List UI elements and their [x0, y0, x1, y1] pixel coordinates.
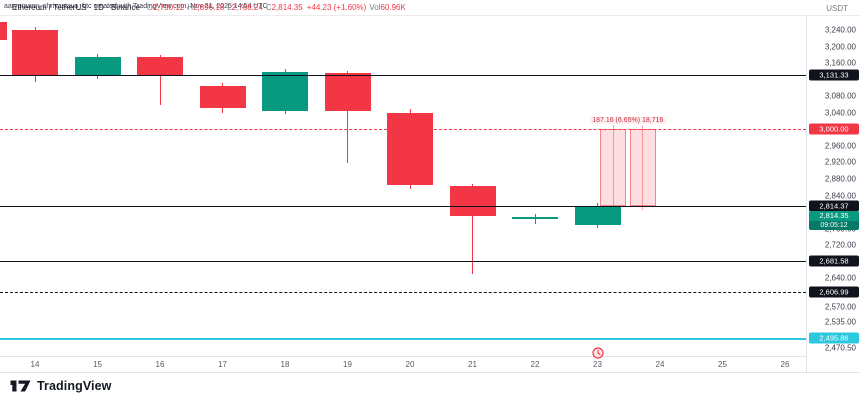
candle-body: [12, 30, 58, 75]
price-tick-label: 2,720.00: [824, 240, 856, 250]
price-level-badge: 2,606.99: [809, 286, 859, 298]
price-tick-label: 2,880.00: [824, 174, 856, 184]
header-divider: [0, 15, 860, 16]
symbol-legend: Ethereum / TetherUS · 1D · Binance O2,790…: [12, 3, 406, 12]
tradingview-logo[interactable]: TradingView: [10, 378, 112, 393]
price-tick-label: 3,080.00: [824, 91, 856, 101]
candle-wick: [159, 54, 161, 106]
x-axis-label: 15: [93, 360, 102, 369]
x-axis-label: 21: [468, 360, 477, 369]
price-tick-label: 2,960.00: [824, 141, 856, 151]
ohlc-open-value: 2,790.12: [153, 3, 185, 12]
candle-body: [574, 206, 621, 226]
candle-body: [262, 72, 308, 112]
price-tick-label: 3,040.00: [824, 108, 856, 118]
x-axis-label: 16: [155, 360, 165, 369]
price-level-badge: 2,495.86: [809, 332, 859, 344]
event-clock-icon[interactable]: [591, 346, 604, 359]
candle-body: [74, 56, 121, 77]
price-level-line: [0, 75, 806, 76]
price-level-line: [0, 206, 806, 208]
ohlc-low-value: 2,768.24: [231, 3, 263, 12]
price-axis[interactable]: 3,131.33 3,000.00 2,814.37 2,681.58 2,606.99…: [806, 16, 860, 372]
chart-canvas[interactable]: 187.16 (6.65%) 18,716: [0, 16, 806, 359]
partial-candle: [0, 22, 7, 40]
price-tick-label: 2,840.00: [824, 191, 856, 200]
x-axis-label: 22: [530, 360, 540, 369]
price-level-line: [0, 337, 806, 340]
candle-body: [324, 73, 371, 112]
ohlc-open-key: O: [146, 3, 154, 12]
price-level-badge: 3,000.00: [809, 123, 859, 135]
price-tick-label: 3,200.00: [824, 42, 856, 52]
price-tick-label: 3,160.00: [824, 58, 856, 68]
x-axis-label: 18: [280, 360, 290, 369]
x-axis-label: 20: [405, 360, 415, 369]
projection-candle-wick: [612, 125, 614, 211]
x-axis-label: 14: [30, 360, 40, 369]
x-axis-label: 19: [343, 360, 352, 369]
projection-label: 187.16 (6.65%) 18,716: [590, 117, 666, 125]
volume-key: Vol: [369, 3, 381, 12]
ohlc-close-key: C: [265, 3, 272, 12]
last-price-value: 2,814.35: [809, 211, 859, 222]
price-tick-label: 2,920.00: [824, 157, 856, 167]
price-level-line: [0, 291, 806, 293]
candle-wick: [347, 70, 348, 164]
x-axis-label: 25: [718, 360, 727, 369]
volume-value: 60.96K: [380, 3, 406, 12]
projection-candle: [600, 129, 627, 207]
price-level-line: [0, 129, 806, 131]
candle-wick: [472, 183, 473, 275]
x-axis-label: 23: [593, 360, 602, 369]
symbol-title[interactable]: Ethereum / TetherUS · 1D · Binance: [12, 3, 140, 12]
bar-countdown: 09:05:12: [809, 221, 859, 231]
price-level-line: [0, 261, 806, 263]
candle-body: [387, 112, 433, 186]
price-tick-label: 2,535.00: [824, 317, 856, 327]
candle-body: [449, 186, 496, 217]
ohlc-high-value: 2,896.18: [193, 3, 225, 12]
candle-body: [199, 85, 246, 108]
price-level-badge: 2,814.37: [809, 200, 859, 212]
ohlc-low-key: L: [227, 3, 232, 12]
x-axis-label: 26: [780, 360, 790, 369]
price-tick-label: 3,240.00: [824, 25, 856, 35]
tradingview-logo-icon: [10, 378, 32, 393]
x-axis-label: 17: [218, 360, 227, 369]
candle-body: [512, 217, 558, 220]
price-tick-label: 2,570.00: [824, 302, 856, 312]
ohlc-high-key: H: [187, 3, 194, 12]
projection-candle-wick: [642, 125, 643, 211]
attribution-text: aaryamann_shrivastava_btc created with T…: [4, 3, 268, 10]
tradingview-logo-text: TradingView: [37, 378, 112, 393]
bottom-bar: TradingView: [0, 372, 860, 400]
ohlc-close-value: 2,814.35: [271, 3, 303, 12]
price-tick-label: 2,640.00: [824, 273, 856, 283]
price-level-badge: 3,131.33: [809, 69, 859, 81]
change-value: +44.23 (+1.60%): [306, 3, 367, 12]
price-tick-label: 2,470.50: [824, 343, 856, 353]
price-level-badge: 2,681.58: [809, 255, 859, 267]
x-axis-label: 24: [655, 360, 665, 369]
projection-candle: [629, 129, 656, 207]
quote-currency-label: USDT: [826, 4, 848, 13]
time-axis[interactable]: 14 15 16 17 18 19 20 21 22 23 24 25 26: [0, 356, 806, 373]
last-price-badge: 2,814.35 09:05:12: [809, 211, 859, 231]
candle-body: [137, 56, 183, 77]
